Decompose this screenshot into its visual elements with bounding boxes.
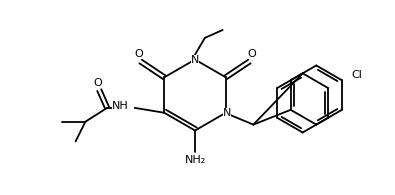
Polygon shape (258, 58, 347, 142)
Text: N: N (191, 55, 199, 65)
Text: Cl: Cl (352, 70, 363, 80)
Text: N: N (222, 108, 231, 118)
Text: NH: NH (112, 101, 129, 111)
Text: O: O (247, 49, 256, 59)
Text: N: N (222, 108, 231, 118)
Text: NH₂: NH₂ (184, 155, 206, 165)
Text: O: O (134, 49, 143, 59)
Text: N: N (191, 55, 199, 65)
Text: O: O (93, 78, 102, 88)
